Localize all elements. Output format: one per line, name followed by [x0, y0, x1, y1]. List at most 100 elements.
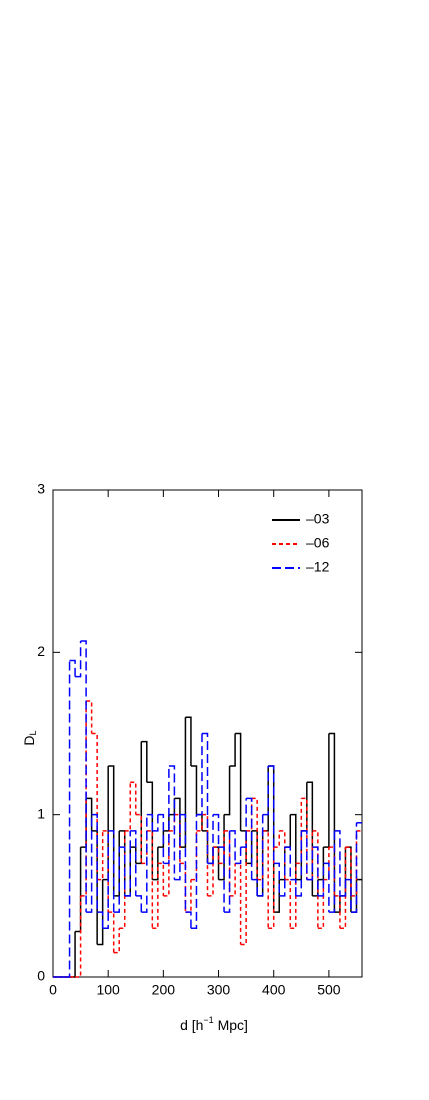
step-segment [284, 846, 292, 880]
step-segment [207, 847, 214, 865]
step-segment [163, 765, 170, 865]
step-segment [218, 814, 225, 881]
x-tick-label: 100 [96, 982, 120, 998]
step-segment [69, 659, 76, 677]
step-segment [163, 830, 170, 897]
step-segment [130, 781, 137, 815]
step-segment [102, 830, 109, 913]
step-segment [168, 814, 176, 832]
step-segment [141, 814, 148, 913]
step-segment [301, 830, 308, 880]
step-segment [207, 814, 214, 865]
y-tick-label: 2 [37, 643, 45, 659]
step-segment [290, 813, 297, 880]
step-segment [179, 813, 187, 913]
step-segment [251, 797, 258, 880]
step-segment [91, 732, 98, 880]
step-segment [108, 830, 115, 913]
step-segment [328, 830, 336, 913]
step-segment [328, 732, 336, 913]
step-segment [246, 830, 253, 865]
step-segment [339, 847, 347, 930]
step-segment [295, 830, 303, 897]
step-segment [190, 830, 198, 881]
step-segment [317, 863, 325, 897]
step-segment [273, 830, 280, 848]
step-segment [102, 830, 109, 930]
step-segment [218, 830, 225, 865]
step-segment [268, 765, 275, 913]
x-tick-label: 500 [317, 982, 341, 998]
step-segment [174, 813, 181, 864]
x-tick-label: 300 [207, 982, 231, 998]
step-segment [97, 879, 104, 946]
step-segment [290, 863, 297, 930]
step-segment [268, 847, 275, 930]
x-tick-label: 200 [152, 982, 176, 998]
step-segment [312, 830, 319, 929]
step-segment [80, 798, 87, 848]
step-segment [130, 830, 137, 896]
step-segment [229, 733, 236, 767]
plot-frame [52, 489, 363, 978]
step-segment [273, 879, 280, 913]
step-segment [201, 813, 209, 896]
step-segment [119, 830, 126, 930]
step-segment [190, 814, 198, 930]
step-segment [119, 846, 126, 896]
step-segment [257, 830, 264, 897]
step-segment [295, 830, 303, 881]
step-segment [257, 814, 264, 897]
step-segment [240, 830, 247, 946]
step-segment [213, 846, 220, 880]
step-segment [224, 830, 231, 896]
x-tick-label: 0 [49, 982, 57, 998]
step-segment [152, 814, 159, 832]
step-segment [80, 701, 87, 897]
step-segment [218, 846, 225, 913]
step-segment [75, 895, 82, 978]
y-tick-label: 3 [37, 481, 45, 497]
step-segment [229, 863, 236, 897]
y-tick-label: 0 [37, 968, 45, 984]
step-segment [152, 847, 159, 881]
step-segment [323, 847, 330, 881]
step-segment [279, 830, 286, 880]
step-segment [124, 847, 131, 897]
step-segment [185, 911, 192, 929]
step-segment [240, 798, 247, 848]
step-segment [279, 847, 286, 897]
step-segment [97, 911, 104, 929]
step-segment [179, 862, 187, 913]
step-segment [157, 813, 165, 864]
step-segment [185, 879, 192, 913]
step-segment [229, 830, 236, 864]
step-segment [345, 878, 352, 913]
x-axis-label: d [h−1 Mpc] [180, 1015, 248, 1032]
step-segment [108, 911, 115, 953]
step-segment [306, 781, 314, 896]
step-segment [91, 813, 98, 913]
y-tick-label: 1 [37, 805, 45, 821]
step-segment [262, 765, 269, 832]
legend-label: –03 [306, 511, 330, 527]
step-segment [185, 716, 192, 766]
step-segment [113, 830, 120, 897]
step-segment [334, 830, 341, 896]
step-segment [323, 733, 330, 848]
step-segment [328, 846, 336, 896]
step-segment [301, 797, 308, 880]
step-segment [334, 895, 341, 913]
step-segment [113, 847, 120, 913]
step-segment [339, 879, 347, 897]
step-segment [141, 830, 148, 865]
step-segment [207, 847, 214, 897]
step-segment [235, 862, 242, 945]
step-segment [91, 830, 98, 945]
step-segment [317, 847, 325, 881]
step-segment [146, 813, 154, 831]
step-segment [196, 733, 203, 816]
step-segment [190, 765, 198, 815]
step-segment [174, 814, 181, 881]
